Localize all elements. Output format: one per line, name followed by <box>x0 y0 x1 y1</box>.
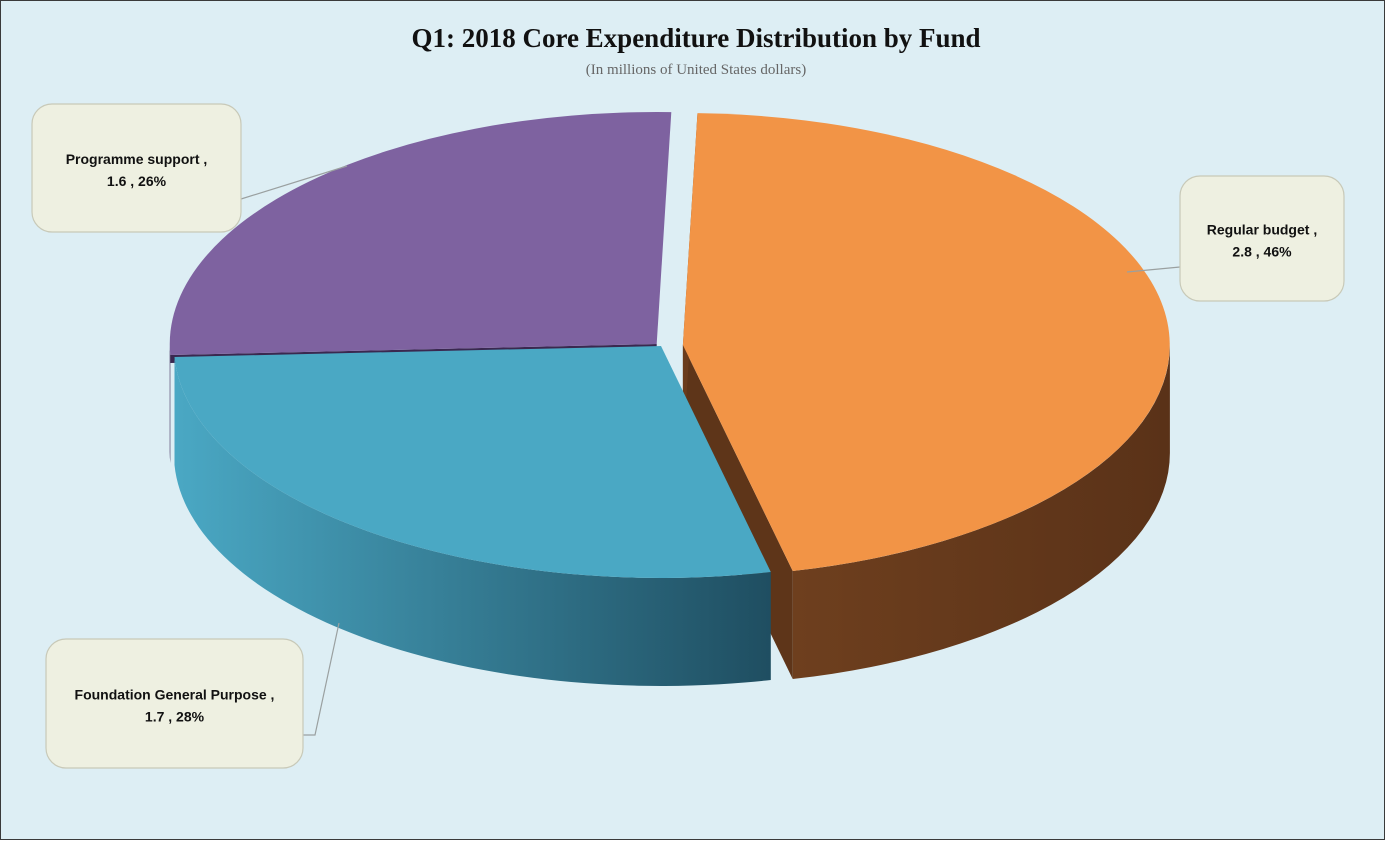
leader-line <box>303 622 340 736</box>
pie-slice-foundation-general-purpose <box>174 346 771 686</box>
label-box <box>31 103 242 233</box>
slice-top-face <box>169 111 672 355</box>
slice-side-wall <box>169 344 171 463</box>
label-category: Foundation General Purpose , <box>75 687 275 703</box>
pie-slices <box>169 111 1170 686</box>
slice-side-wall <box>792 345 1170 679</box>
label-category: Programme support , <box>66 151 208 167</box>
data-label-programme-support: Programme support , 1.6 , 26% <box>31 103 348 233</box>
leader-line <box>240 165 348 200</box>
data-labels: Regular budget , 2.8 , 46% Foundation Gene… <box>31 103 1345 769</box>
chart-title: Q1: 2018 Core Expenditure Distribution b… <box>411 23 980 53</box>
label-value: 1.6 , 26% <box>107 173 167 189</box>
slice-side-wall <box>174 357 771 686</box>
leader-line <box>1126 266 1181 273</box>
data-label-regular-budget: Regular budget , 2.8 , 46% <box>1126 175 1345 302</box>
label-value: 1.7 , 28% <box>145 709 205 725</box>
data-label-foundation-general-purpose: Foundation General Purpose , 1.7 , 28% <box>45 622 340 769</box>
label-value: 2.8 , 46% <box>1232 244 1292 260</box>
slice-top-face <box>174 346 771 578</box>
chart-subtitle: (In millions of United States dollars) <box>586 62 806 78</box>
label-box <box>45 638 304 769</box>
label-category: Regular budget , <box>1207 222 1317 238</box>
slice-top-face <box>682 113 1170 571</box>
label-box <box>1179 175 1345 302</box>
